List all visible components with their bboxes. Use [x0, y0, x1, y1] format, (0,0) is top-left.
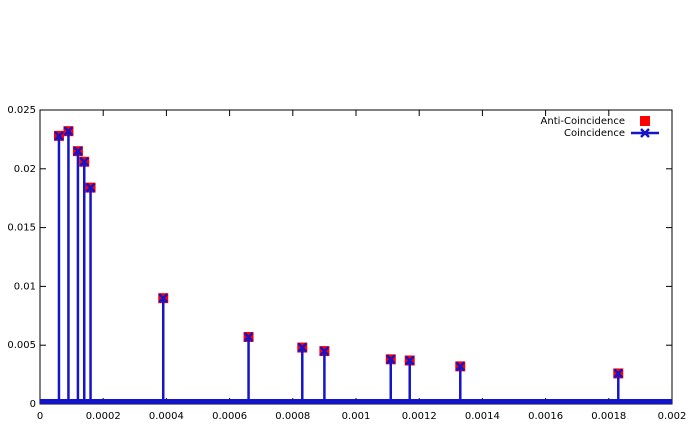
y-tick-label: 0.02 — [14, 164, 36, 175]
cross-marker — [85, 182, 96, 193]
cross-marker — [385, 354, 396, 365]
y-tick-label: 0.01 — [14, 281, 36, 292]
x-tick-label: 0.0012 — [402, 411, 437, 422]
x-tick-label: 0.002 — [658, 411, 687, 422]
y-tick-label: 0.025 — [7, 105, 36, 116]
x-tick-label: 0.0006 — [212, 411, 247, 422]
cross-marker — [63, 126, 74, 137]
legend-symbol — [640, 128, 650, 138]
x-tick-label: 0.0018 — [591, 411, 626, 422]
plot-frame — [39, 109, 673, 405]
y-tick-label: 0.015 — [7, 223, 36, 234]
cross-marker — [297, 342, 308, 353]
legend-label: Coincidence — [564, 128, 625, 139]
x-tick-label: 0.0014 — [465, 411, 500, 422]
y-tick-label: 0.005 — [7, 340, 36, 351]
cross-marker — [54, 130, 64, 141]
y-tick-label: 0 — [30, 399, 36, 410]
cross-marker — [243, 332, 254, 342]
legend-label: Anti-Coincidence — [541, 116, 625, 127]
cross-marker — [613, 368, 624, 379]
legend-symbol — [640, 116, 650, 126]
cross-marker — [79, 156, 90, 167]
x-tick-label: 0.0008 — [275, 411, 310, 422]
cross-marker — [158, 293, 169, 304]
x-tick-label: 0.0016 — [528, 411, 563, 422]
baseline-band — [40, 399, 672, 404]
x-tick-label: 0.0002 — [86, 411, 121, 422]
x-tick-label: 0 — [37, 411, 43, 422]
x-tick-label: 0.0004 — [149, 411, 184, 422]
cross-marker — [73, 146, 83, 157]
cross-marker — [319, 346, 330, 356]
cross-marker — [404, 355, 415, 366]
cross-marker — [455, 361, 466, 372]
x-tick-label: 0.001 — [342, 411, 371, 422]
